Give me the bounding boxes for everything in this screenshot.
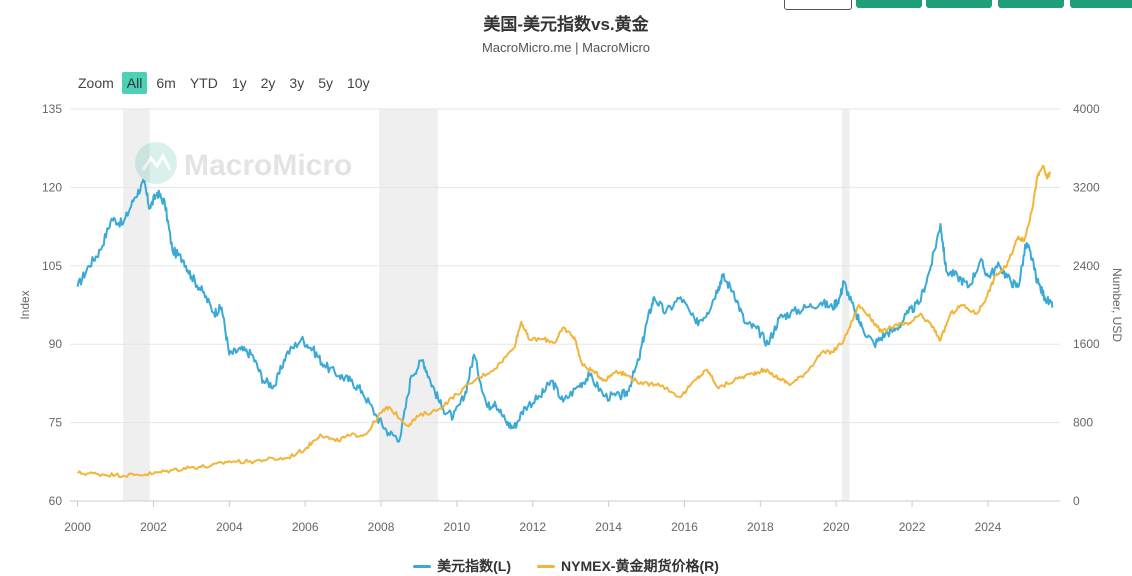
watermark-logo-icon: [135, 142, 177, 184]
watermark: MacroMicro: [135, 142, 352, 184]
x-tick-label: 2000: [64, 520, 91, 534]
x-tick-label: 2018: [747, 520, 774, 534]
right-tick-label: 0: [1073, 494, 1080, 508]
x-tick-label: 2006: [292, 520, 319, 534]
right-axis: 4000 3200 2400 1600 800 0: [1073, 102, 1100, 508]
x-tick-label: 2004: [216, 520, 243, 534]
chart-subtitle: MacroMicro.me | MacroMicro: [481, 40, 651, 55]
right-axis-title: Number, USD: [1110, 268, 1124, 342]
top-action-button[interactable]: [784, 0, 852, 10]
x-tick-label: 2020: [823, 520, 850, 534]
legend-swatch-gold: [537, 564, 555, 568]
zoom-selector: Zoom All 6m YTD 1y 2y 3y 5y 10y: [78, 72, 379, 94]
top-green-button-2[interactable]: [926, 0, 992, 8]
left-tick-label: 60: [49, 494, 63, 508]
x-tick-label: 2016: [671, 520, 698, 534]
left-axis: 135 120 105 90 75 60: [42, 102, 62, 508]
series-line-dxy: [76, 178, 1054, 443]
chart-title: 美国-美元指数vs.黄金: [483, 15, 649, 34]
x-tick-label: 2014: [595, 520, 622, 534]
x-axis: 2000 2002 2004 2006 2008 2010 2012 2014 2016 2018…: [64, 501, 1002, 534]
x-tick-label: 2008: [368, 520, 395, 534]
recession-band-2: [841, 109, 850, 501]
x-tick-label: 2024: [975, 520, 1002, 534]
grid-lines: [70, 108, 1060, 502]
zoom-2y-button[interactable]: 2y: [260, 75, 276, 91]
top-green-button-1[interactable]: [856, 0, 922, 8]
x-tick-label: 2012: [519, 520, 546, 534]
top-green-button-4[interactable]: [1070, 0, 1132, 8]
left-tick-label: 105: [42, 259, 62, 273]
left-axis-title: Index: [18, 290, 32, 319]
left-tick-label: 75: [49, 416, 63, 430]
left-tick-label: 120: [42, 180, 62, 194]
legend-label-dxy: 美元指数(L): [437, 558, 511, 574]
recession-band-1: [379, 109, 438, 501]
series-lines: [76, 164, 1054, 479]
right-tick-label: 1600: [1073, 337, 1100, 351]
right-tick-label: 800: [1073, 416, 1093, 430]
zoom-3y-button[interactable]: 3y: [289, 75, 305, 91]
x-tick-label: 2002: [140, 520, 167, 534]
watermark-text: MacroMicro: [184, 149, 352, 182]
legend-label-gold: NYMEX-黄金期货价格(R): [561, 558, 719, 574]
x-tick-label: 2010: [444, 520, 471, 534]
zoom-1y-button[interactable]: 1y: [231, 75, 247, 91]
legend-item-gold[interactable]: NYMEX-黄金期货价格(R): [537, 556, 719, 576]
left-tick-label: 90: [49, 337, 63, 351]
zoom-6m-button[interactable]: 6m: [156, 75, 176, 91]
zoom-all-button[interactable]: All: [121, 72, 148, 94]
top-green-button-3[interactable]: [998, 0, 1064, 8]
zoom-5y-button[interactable]: 5y: [318, 75, 333, 91]
left-tick-label: 135: [42, 102, 62, 116]
zoom-label: Zoom: [78, 75, 114, 91]
right-tick-label: 2400: [1073, 259, 1100, 273]
x-tick-label: 2022: [899, 520, 926, 534]
right-tick-label: 3200: [1073, 180, 1100, 194]
zoom-10y-button[interactable]: 10y: [347, 75, 370, 91]
recession-band-0: [123, 109, 150, 501]
right-tick-label: 4000: [1073, 102, 1100, 116]
legend-swatch-dxy: [413, 564, 432, 568]
series-line-gold: [76, 164, 1052, 479]
recession-bands: [123, 109, 850, 501]
legend: 美元指数(L) NYMEX-黄金期货价格(R): [0, 556, 1132, 576]
watermark-logo-mark: [141, 152, 172, 171]
legend-item-dxy[interactable]: 美元指数(L): [413, 556, 511, 576]
zoom-ytd-button[interactable]: YTD: [189, 75, 218, 91]
